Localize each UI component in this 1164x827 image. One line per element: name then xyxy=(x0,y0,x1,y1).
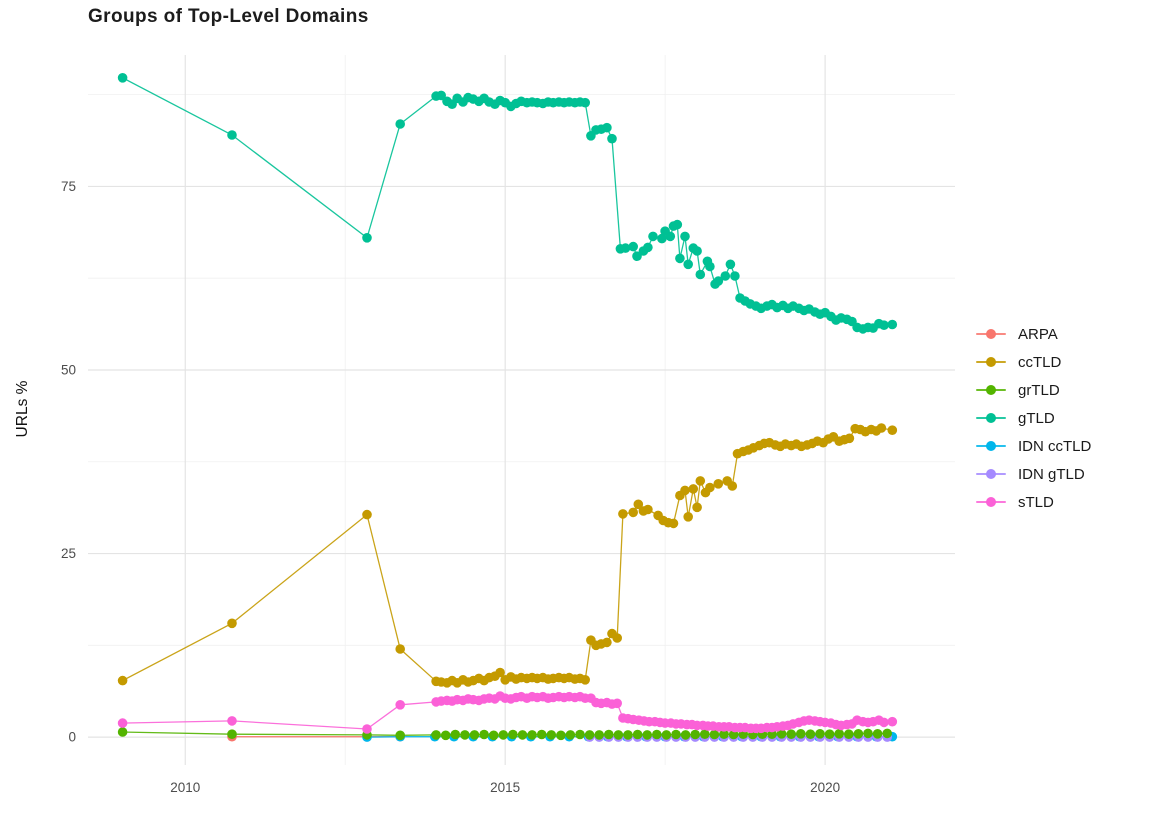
legend-item-label: sTLD xyxy=(1018,493,1054,511)
legend-item-idn-cctld: IDN ccTLD xyxy=(976,432,1091,460)
legend-item-idn-gtld: IDN gTLD xyxy=(976,460,1091,488)
legend-key-icon xyxy=(976,327,1006,341)
svg-text:2020: 2020 xyxy=(810,780,840,795)
legend-item-label: gTLD xyxy=(1018,409,1055,427)
legend: ARPA ccTLD grTLD gTLD IDN ccTLD IDN gTLD… xyxy=(976,320,1091,516)
series-cctld xyxy=(117,423,898,688)
y-axis-tick-labels: 0 25 50 75 xyxy=(61,179,76,745)
svg-text:2010: 2010 xyxy=(170,780,200,795)
legend-item-grtld: grTLD xyxy=(976,376,1091,404)
series-gtld xyxy=(117,73,898,334)
x-axis-tick-labels: 2010 2015 2020 xyxy=(170,780,840,795)
svg-text:0: 0 xyxy=(68,730,76,745)
legend-item-label: ARPA xyxy=(1018,325,1058,343)
legend-key-icon xyxy=(976,495,1006,509)
svg-text:75: 75 xyxy=(61,179,76,194)
legend-item-label: grTLD xyxy=(1018,381,1060,399)
series-stld xyxy=(117,691,898,734)
svg-text:50: 50 xyxy=(61,362,76,377)
legend-item-gtld: gTLD xyxy=(976,404,1091,432)
legend-key-icon xyxy=(976,411,1006,425)
plot-area: 0 25 50 75 2010 2015 2020 xyxy=(61,55,955,795)
legend-key-icon xyxy=(976,355,1006,369)
legend-key-icon xyxy=(976,467,1006,481)
legend-item-label: ccTLD xyxy=(1018,353,1062,371)
legend-key-icon xyxy=(976,439,1006,453)
svg-text:25: 25 xyxy=(61,546,76,561)
legend-key-icon xyxy=(976,383,1006,397)
series-grtld xyxy=(117,727,892,741)
svg-text:2015: 2015 xyxy=(490,780,520,795)
legend-item-label: IDN ccTLD xyxy=(1018,437,1092,455)
legend-item-label: IDN gTLD xyxy=(1018,465,1085,483)
legend-item-arpa: ARPA xyxy=(976,320,1091,348)
chart-title: Groups of Top-Level Domains xyxy=(88,6,369,27)
legend-item-cctld: ccTLD xyxy=(976,348,1091,376)
gridlines xyxy=(88,55,955,765)
legend-item-stld: sTLD xyxy=(976,488,1091,516)
